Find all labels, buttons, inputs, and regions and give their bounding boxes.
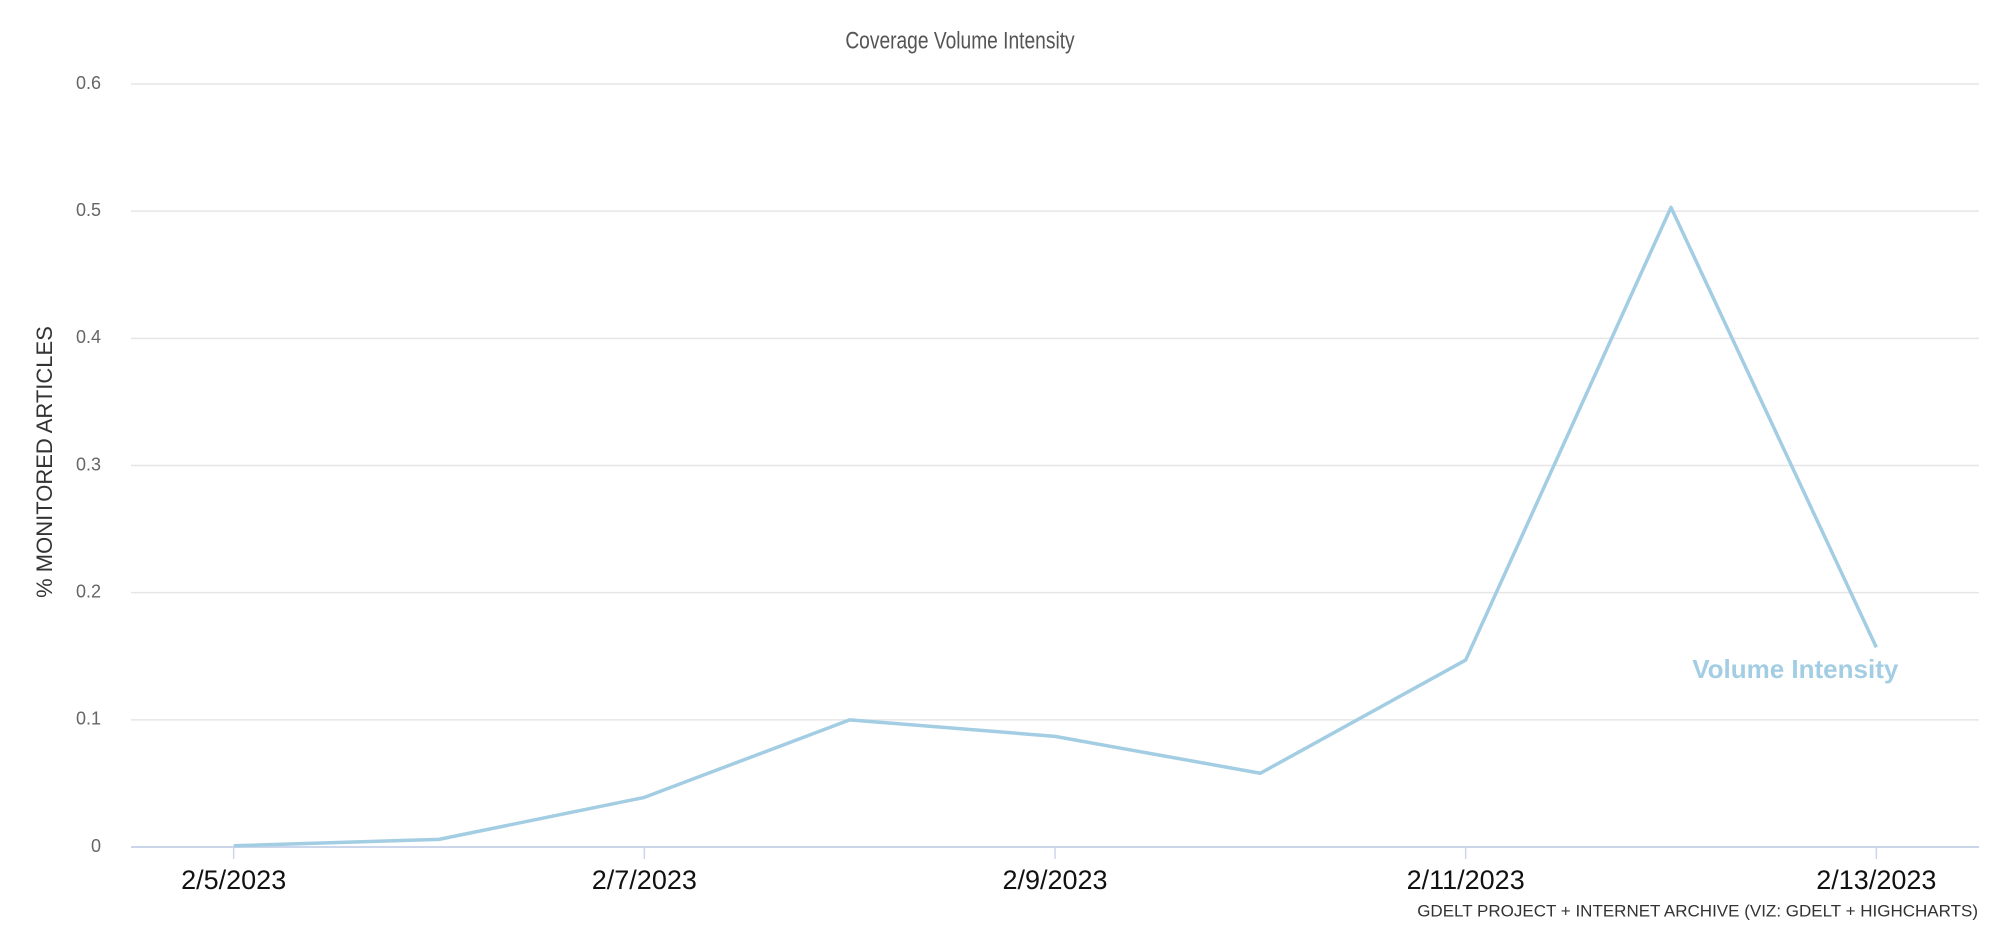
y-tick-label: 0 [91,836,101,856]
y-tick-label: 0.5 [76,200,101,220]
x-tick-label: 2/7/2023 [592,865,697,895]
x-tick-label: 2/11/2023 [1407,865,1525,895]
x-tick-label: 2/13/2023 [1816,865,1936,895]
chart-title: Coverage Volume Intensity [845,26,1074,54]
y-tick-label: 0.1 [76,709,101,729]
y-tick-label: 0.4 [76,327,101,347]
y-tick-label: 0.6 [76,73,101,93]
y-tick-label: 0.2 [76,581,101,601]
credit: GDELT PROJECT + INTERNET ARCHIVE (VIZ: G… [1417,901,1978,920]
x-tick-label: 2/5/2023 [181,865,286,895]
y-axis-label: % MONITORED ARTICLES [32,326,57,598]
x-tick-label: 2/9/2023 [1002,865,1107,895]
series-label: Volume Intensity [1692,654,1899,684]
series-line [233,205,1878,848]
y-tick-label: 0.3 [76,454,101,474]
